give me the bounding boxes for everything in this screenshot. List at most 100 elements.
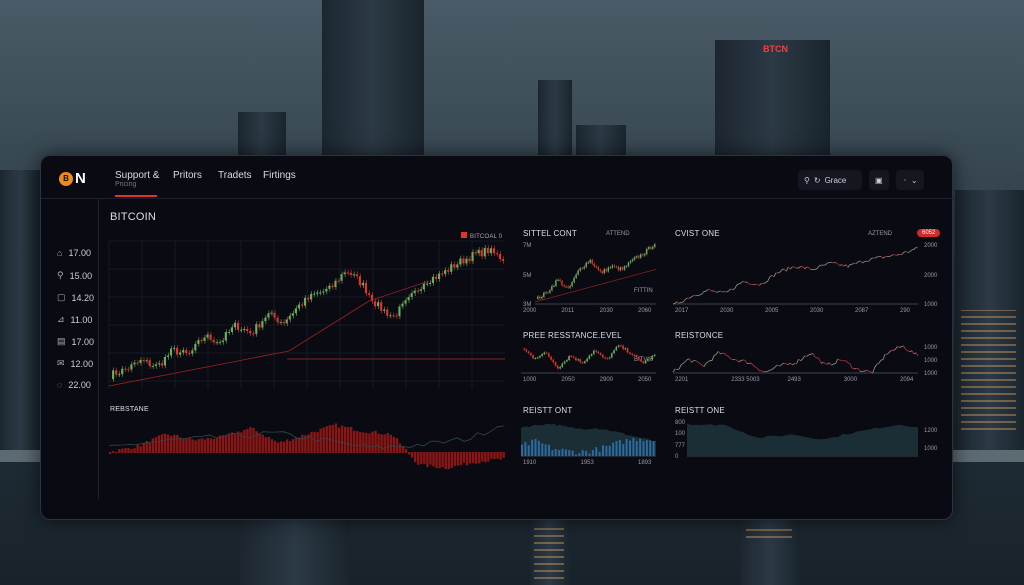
candle bbox=[264, 317, 267, 322]
candle bbox=[568, 356, 570, 360]
x-tick: 2005 bbox=[765, 308, 779, 314]
sidebar-item[interactable]: ⊿ 11.00 bbox=[57, 314, 92, 325]
x-tick: 2900 bbox=[599, 377, 614, 383]
volume-bar bbox=[179, 437, 182, 453]
x-tick: 2030 bbox=[810, 308, 824, 314]
user-menu-button[interactable]: ◔ ⌄ bbox=[896, 170, 924, 190]
sidebar-item[interactable]: ▢ 14.20 bbox=[57, 292, 94, 303]
price-segment bbox=[816, 265, 820, 270]
sidebar-item[interactable]: ⚲ 15.00 bbox=[57, 270, 92, 281]
price-segment bbox=[736, 283, 740, 286]
volume-bar bbox=[642, 441, 645, 456]
candle bbox=[611, 265, 614, 268]
candle bbox=[601, 271, 603, 274]
layout-button[interactable]: ▣ bbox=[869, 170, 889, 190]
candle bbox=[547, 292, 549, 294]
price-segment bbox=[886, 352, 890, 355]
y-tick: 1000 bbox=[924, 446, 938, 452]
candle bbox=[243, 328, 246, 330]
price-segment bbox=[709, 289, 713, 292]
volume-bar bbox=[429, 452, 432, 465]
x-tick: 2030 bbox=[599, 308, 614, 314]
volume-bar bbox=[206, 437, 209, 453]
volume-bar bbox=[109, 452, 112, 455]
price-segment bbox=[701, 291, 705, 295]
volume-bar bbox=[313, 431, 316, 453]
price-segment bbox=[854, 367, 857, 370]
candle bbox=[559, 366, 561, 369]
price-segment bbox=[681, 363, 684, 365]
price-segment bbox=[695, 360, 698, 363]
volume-bar bbox=[598, 451, 601, 456]
price-segment bbox=[814, 356, 818, 358]
candle bbox=[249, 331, 252, 334]
volume-bar bbox=[121, 448, 124, 453]
candle bbox=[572, 356, 575, 358]
volume-bar bbox=[612, 442, 615, 456]
price-segment bbox=[685, 297, 688, 300]
candle bbox=[495, 253, 498, 255]
candle bbox=[328, 285, 331, 289]
volume-bar bbox=[124, 447, 127, 453]
candle bbox=[575, 274, 577, 278]
sidebar-item[interactable]: ✉ 12.00 bbox=[57, 358, 93, 369]
tab-support[interactable]: Support & Pricing bbox=[115, 170, 159, 197]
user-icon: ◔ bbox=[902, 175, 907, 185]
candle bbox=[623, 266, 626, 270]
candle bbox=[627, 262, 630, 267]
candle bbox=[573, 277, 575, 283]
candle bbox=[389, 315, 392, 317]
price-segment bbox=[831, 261, 834, 264]
sidebar-item[interactable]: ▤ 17.00 bbox=[57, 336, 94, 347]
sidebar-item[interactable]: ⌂ 17.00 bbox=[57, 248, 91, 258]
volume-bar bbox=[142, 442, 145, 453]
price-segment bbox=[699, 293, 702, 296]
candle bbox=[172, 347, 176, 349]
price-segment bbox=[905, 251, 908, 253]
volume-bar bbox=[398, 443, 402, 453]
price-segment bbox=[707, 360, 711, 363]
candle bbox=[346, 272, 349, 274]
legend-swatch bbox=[461, 232, 467, 238]
tab-tradets[interactable]: Tradets bbox=[218, 170, 252, 181]
price-segment bbox=[870, 257, 873, 260]
volume-bar bbox=[534, 438, 537, 456]
candle bbox=[130, 364, 133, 370]
mini-chart bbox=[687, 423, 918, 457]
price-segment bbox=[829, 362, 832, 366]
volume-bar bbox=[554, 449, 557, 456]
sidebar-item[interactable]: ◌ 22.00 bbox=[57, 380, 91, 390]
candle bbox=[416, 290, 419, 292]
price-segment bbox=[738, 282, 742, 285]
price-segment bbox=[672, 302, 676, 305]
price-segment bbox=[674, 301, 678, 304]
candle bbox=[486, 247, 489, 254]
price-segment bbox=[897, 346, 900, 348]
chevron-down-icon: ⌄ bbox=[910, 175, 918, 185]
candle bbox=[629, 261, 632, 263]
volume-bar bbox=[374, 430, 377, 453]
price-segment bbox=[714, 354, 717, 356]
volume-bar bbox=[224, 435, 228, 453]
y-tick: 1000 bbox=[924, 345, 938, 351]
candle bbox=[557, 279, 559, 281]
volume-bar bbox=[197, 439, 200, 453]
candle bbox=[383, 309, 386, 311]
price-segment bbox=[726, 355, 729, 357]
volume-bar bbox=[453, 452, 457, 466]
search-grace-button[interactable]: ⚲ ↻ Grace bbox=[798, 170, 862, 190]
price-segment bbox=[806, 266, 809, 268]
candle bbox=[246, 328, 249, 332]
tab-firtings[interactable]: Firtings bbox=[263, 170, 296, 181]
price-segment bbox=[788, 266, 791, 270]
candle bbox=[523, 348, 525, 350]
price-segment bbox=[854, 262, 857, 264]
volume-bar bbox=[316, 432, 319, 453]
candle bbox=[622, 345, 624, 350]
volume-bar bbox=[395, 438, 399, 453]
candle bbox=[169, 348, 173, 356]
candlestick-chart bbox=[108, 240, 505, 389]
tab-pritors[interactable]: Pritors bbox=[173, 170, 202, 181]
price-segment bbox=[909, 350, 913, 353]
candle bbox=[489, 248, 492, 254]
